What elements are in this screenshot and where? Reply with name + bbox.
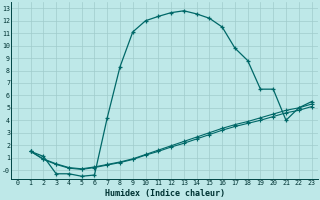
X-axis label: Humidex (Indice chaleur): Humidex (Indice chaleur): [105, 189, 225, 198]
